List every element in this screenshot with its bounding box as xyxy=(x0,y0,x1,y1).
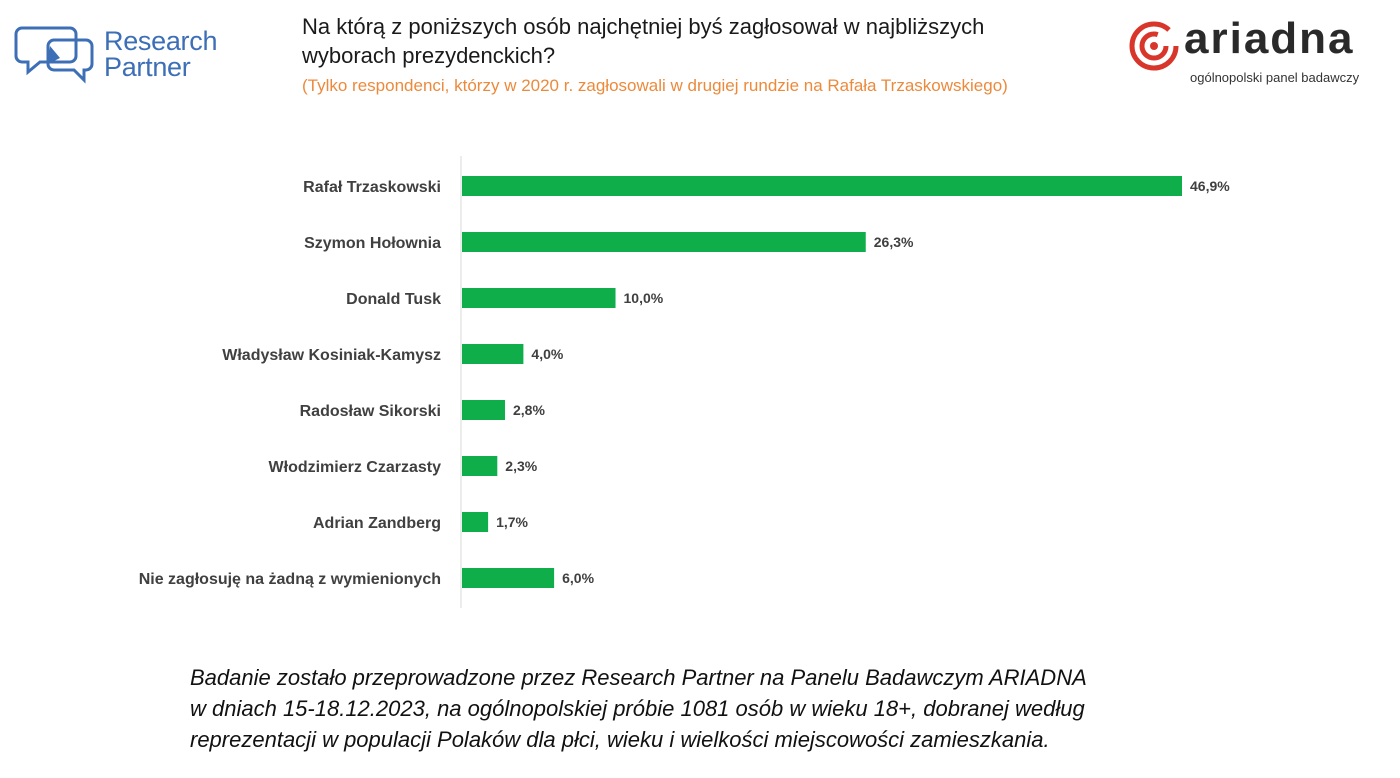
category-label: Nie zagłosuję na żadną z wymienionych xyxy=(139,571,441,588)
data-label: 6,0% xyxy=(562,570,594,586)
data-label: 46,9% xyxy=(1190,178,1230,194)
chart-title: Na którą z poniższych osób najchętniej b… xyxy=(302,14,985,68)
data-label: 10,0% xyxy=(624,290,664,306)
data-label: 26,3% xyxy=(874,234,914,250)
category-label: Włodzimierz Czarzasty xyxy=(269,459,442,476)
research-partner-logo: Research Partner xyxy=(14,18,229,88)
category-label: Rafał Trzaskowski xyxy=(303,179,441,196)
speech-bubbles-icon xyxy=(14,26,94,84)
bar xyxy=(462,344,524,364)
data-label: 1,7% xyxy=(496,514,528,530)
data-label: 2,3% xyxy=(505,458,537,474)
bar xyxy=(462,568,555,588)
category-label: Donald Tusk xyxy=(346,291,441,308)
bar xyxy=(462,400,505,420)
category-label: Adrian Zandberg xyxy=(313,515,441,532)
bar xyxy=(462,288,616,308)
category-label: Radosław Sikorski xyxy=(300,403,441,420)
data-label: 2,8% xyxy=(513,402,545,418)
bar xyxy=(462,456,498,476)
chart-subtitle: (Tylko respondenci, którzy w 2020 r. zag… xyxy=(302,76,1008,95)
research-partner-wordmark: Research Partner xyxy=(104,26,218,82)
data-label: 4,0% xyxy=(531,346,563,362)
ariadna-wordmark: ariadna xyxy=(1184,14,1355,63)
methodology-note: Badanie zostało przeprowadzone przez Res… xyxy=(190,665,1087,752)
bar xyxy=(462,176,1182,196)
ariadna-spiral-icon xyxy=(1129,21,1179,71)
category-label: Szymon Hołownia xyxy=(304,235,441,252)
ariadna-tagline: ogólnopolski panel badawczy xyxy=(1190,70,1360,85)
ariadna-logo: ariadna ogólnopolski panel badawczy xyxy=(1128,14,1388,90)
bar xyxy=(462,512,489,532)
bar-chart: Rafał Trzaskowski 46,9% Szymon Hołownia 26,… xyxy=(139,156,1230,608)
bar xyxy=(462,232,866,252)
category-label: Władysław Kosiniak-Kamysz xyxy=(222,347,441,364)
